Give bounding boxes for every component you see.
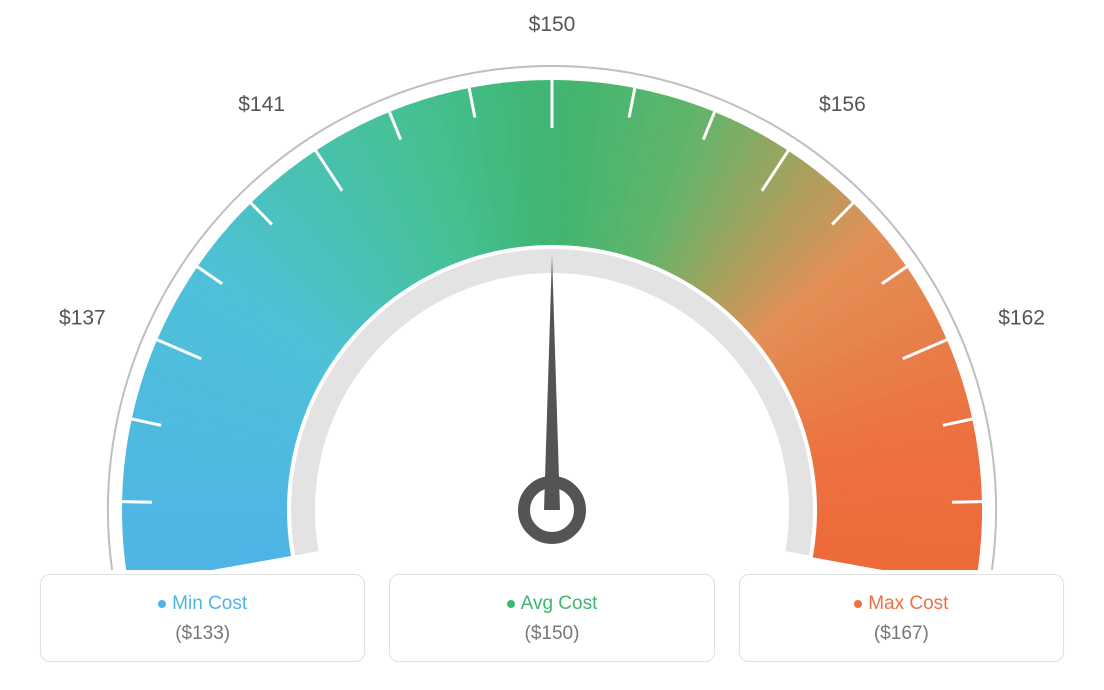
legend-card-avg: Avg Cost ($150) xyxy=(389,574,714,662)
legend-dot-min xyxy=(158,600,166,608)
gauge-needle xyxy=(544,255,560,510)
tick-label: $162 xyxy=(998,307,1045,330)
tick-label: $156 xyxy=(819,93,866,116)
legend-title-avg: Avg Cost xyxy=(402,593,701,615)
gauge-chart: $133$137$141$150$156$162$167 xyxy=(0,10,1104,570)
tick-minor xyxy=(952,502,982,503)
gauge-svg: $133$137$141$150$156$162$167 xyxy=(12,10,1092,570)
tick-label: $150 xyxy=(529,13,576,36)
legend-card-min: Min Cost ($133) xyxy=(40,574,365,662)
legend-value-min: ($133) xyxy=(53,623,352,645)
legend-value-avg: ($150) xyxy=(402,623,701,645)
legend-dot-avg xyxy=(507,600,515,608)
legend-row: Min Cost ($133) Avg Cost ($150) Max Cost… xyxy=(40,574,1064,662)
legend-title-max: Max Cost xyxy=(752,593,1051,615)
legend-dot-max xyxy=(854,600,862,608)
legend-label-min: Min Cost xyxy=(172,593,247,614)
legend-label-max: Max Cost xyxy=(868,593,948,614)
legend-card-max: Max Cost ($167) xyxy=(739,574,1064,662)
legend-value-max: ($167) xyxy=(752,623,1051,645)
tick-label: $141 xyxy=(238,93,285,116)
tick-label: $137 xyxy=(59,307,106,330)
tick-minor xyxy=(122,502,152,503)
legend-label-avg: Avg Cost xyxy=(521,593,598,614)
legend-title-min: Min Cost xyxy=(53,593,352,615)
